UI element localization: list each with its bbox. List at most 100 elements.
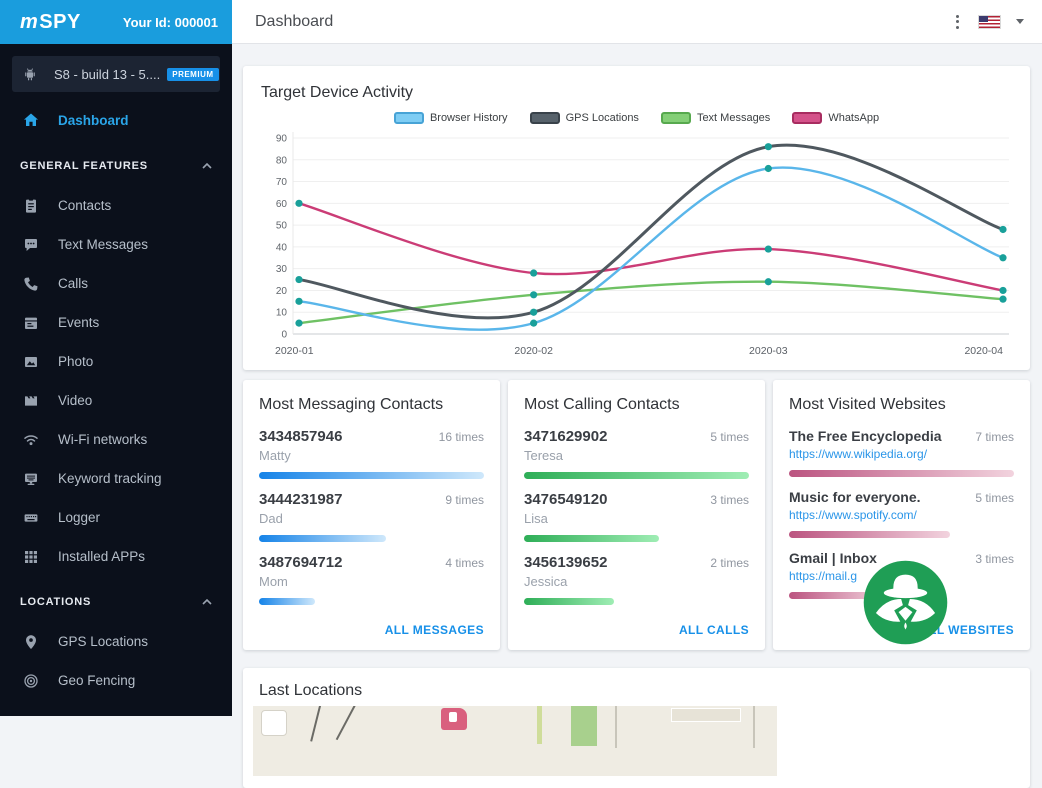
sidebar-item-calls[interactable]: Calls [0, 264, 232, 303]
contact-row: 3444231987 9 times Dad [259, 491, 484, 542]
chevron-up-icon [202, 599, 212, 605]
svg-text:2020-01: 2020-01 [275, 345, 314, 357]
location-pin-icon [22, 634, 40, 650]
kebab-menu-icon[interactable] [952, 11, 963, 33]
legend-label: WhatsApp [828, 112, 880, 124]
all-websites-link[interactable]: ALL WEBSITES [920, 623, 1014, 637]
contact-row: 3434857946 16 times Matty [259, 428, 484, 479]
message-bubble-icon [22, 237, 40, 253]
sidebar-item-keyword-tracking[interactable]: Keyword tracking [0, 459, 232, 498]
home-icon [22, 112, 40, 128]
geo-fencing-icon [22, 673, 40, 689]
activity-line-chart: 0 10 20 30 40 50 60 70 80 90 2020-01 2020-02 2020-03… [275, 132, 1009, 357]
target-device-activity-card: Target Device Activity Browser History GP… [243, 66, 1030, 370]
svg-text:0: 0 [281, 330, 287, 341]
apps-grid-icon [22, 549, 40, 565]
chevron-up-icon [202, 163, 212, 169]
header-bar: Dashboard [232, 0, 1042, 44]
language-flag-us[interactable] [979, 15, 1000, 28]
usage-bar [524, 472, 749, 479]
usage-bar [789, 531, 950, 538]
language-dropdown-caret[interactable] [1016, 19, 1024, 24]
map-zoom-control[interactable] [261, 710, 287, 736]
sidebar-item-video[interactable]: Video [0, 381, 232, 420]
svg-text:40: 40 [276, 242, 288, 253]
wifi-icon [22, 432, 40, 448]
usage-bar [789, 470, 1014, 477]
legend-swatch [660, 112, 691, 124]
sidebar-item-geo-fencing[interactable]: Geo Fencing [0, 661, 232, 700]
sidebar-item-wifi-networks[interactable]: Wi-Fi networks [0, 420, 232, 459]
sidebar: mSPY Your Id: 000001 S8 - build 13 - 5..… [0, 0, 232, 716]
most-calling-contacts-card: Most Calling Contacts 3471629902 5 times … [508, 380, 765, 650]
last-locations-card: Last Locations [243, 668, 1030, 788]
legend-swatch [792, 112, 823, 124]
svg-text:10: 10 [276, 308, 288, 319]
svg-text:2020-03: 2020-03 [749, 345, 788, 357]
user-id-label: Your Id: 000001 [122, 14, 218, 30]
legend-label: Text Messages [696, 112, 771, 124]
chart-title: Target Device Activity [261, 84, 414, 101]
keyword-tracking-icon [22, 471, 40, 487]
svg-text:50: 50 [276, 221, 288, 232]
phone-icon [22, 276, 40, 292]
svg-text:60: 60 [276, 199, 288, 210]
all-messages-link[interactable]: ALL MESSAGES [384, 623, 484, 637]
contact-row: 3456139652 2 times Jessica [524, 554, 749, 605]
photo-icon [22, 354, 40, 370]
device-selector[interactable]: S8 - build 13 - 5.... PREMIUM [12, 56, 220, 92]
device-name: S8 - build 13 - 5.... [54, 66, 161, 82]
all-calls-link[interactable]: ALL CALLS [678, 623, 749, 637]
sidebar-item-text-messages[interactable]: Text Messages [0, 225, 232, 264]
contact-row: 3471629902 5 times Teresa [524, 428, 749, 479]
sidebar-item-contacts[interactable]: Contacts [0, 186, 232, 225]
map-preview[interactable] [253, 706, 777, 776]
sidebar-item-installed-apps[interactable]: Installed APPs [0, 537, 232, 576]
section-locations[interactable]: LOCATIONS [0, 582, 232, 622]
legend-label: Browser History [429, 112, 508, 124]
keyboard-icon [22, 510, 40, 526]
legend-swatch [529, 112, 560, 124]
website-link[interactable]: https://mail.g [789, 569, 858, 583]
website-row: Gmail | Inbox 3 times https://mail.g [789, 550, 1014, 599]
svg-text:30: 30 [276, 264, 288, 275]
usage-bar [524, 598, 614, 605]
android-icon [25, 68, 35, 81]
svg-text:80: 80 [276, 155, 288, 166]
sidebar-item-photo[interactable]: Photo [0, 342, 232, 381]
svg-text:2020-04: 2020-04 [964, 345, 1003, 357]
svg-text:90: 90 [276, 134, 288, 145]
brand-bar: mSPY Your Id: 000001 [0, 0, 232, 44]
video-icon [22, 393, 40, 409]
sidebar-item-events[interactable]: Events [0, 303, 232, 342]
legend-label: GPS Locations [565, 112, 639, 124]
usage-bar [259, 598, 316, 605]
legend-swatch [393, 112, 424, 124]
website-row: Music for everyone. 5 times https://www.s… [789, 489, 1014, 538]
website-link[interactable]: https://www.spotify.com/ [789, 508, 917, 522]
sidebar-item-label: Dashboard [58, 112, 129, 128]
contacts-icon [22, 198, 40, 214]
svg-text:20: 20 [276, 286, 288, 297]
contact-row: 3487694712 4 times Mom [259, 554, 484, 605]
sidebar-item-logger[interactable]: Logger [0, 498, 232, 537]
legend-item[interactable]: Text Messages [660, 112, 771, 124]
chart-legend: Browser History GPS Locations Text Message… [243, 112, 1030, 124]
usage-bar [524, 535, 659, 542]
legend-item[interactable]: WhatsApp [792, 112, 879, 124]
sidebar-item-dashboard[interactable]: Dashboard [0, 100, 232, 140]
legend-item[interactable]: GPS Locations [529, 112, 639, 124]
usage-bar [259, 472, 484, 479]
main-content: Target Device Activity Browser History GP… [232, 44, 1042, 788]
website-link[interactable]: https://www.wikipedia.org/ [789, 447, 928, 461]
contact-row: 3476549120 3 times Lisa [524, 491, 749, 542]
sidebar-item-gps-locations[interactable]: GPS Locations [0, 622, 232, 661]
section-general-features[interactable]: GENERAL FEATURES [0, 146, 232, 186]
most-messaging-contacts-card: Most Messaging Contacts 3434857946 16 tim… [243, 380, 500, 650]
website-row: The Free Encyclopedia 7 times https://www… [789, 428, 1014, 477]
premium-badge: PREMIUM [167, 67, 219, 81]
usage-bar [259, 535, 386, 542]
spy-chat-logo[interactable] [862, 559, 949, 646]
page-title: Dashboard [255, 12, 334, 30]
legend-item[interactable]: Browser History [393, 112, 508, 124]
